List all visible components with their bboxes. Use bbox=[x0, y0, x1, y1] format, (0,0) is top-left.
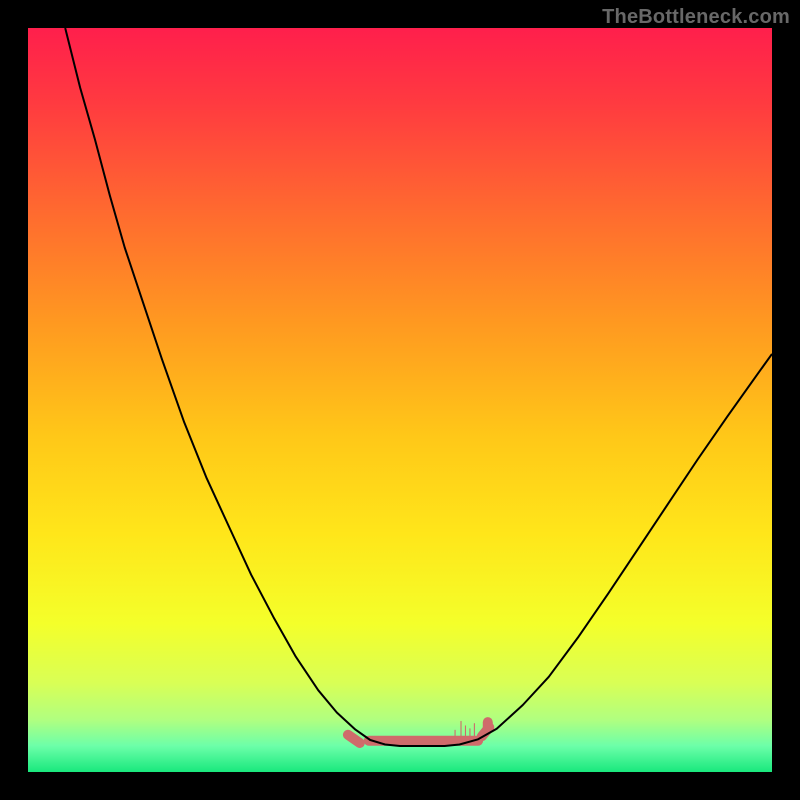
bottleneck-curve-chart bbox=[0, 0, 800, 800]
chart-root: TheBottleneck.com bbox=[0, 0, 800, 800]
plot-background bbox=[28, 28, 772, 772]
watermark-text: TheBottleneck.com bbox=[602, 6, 790, 29]
marker-segment bbox=[348, 735, 360, 743]
